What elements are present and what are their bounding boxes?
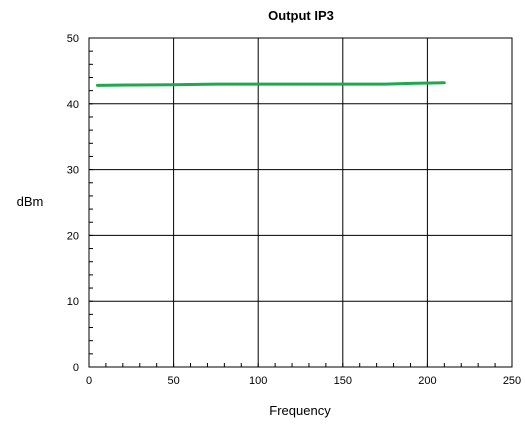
chart-title: Output IP3 [268,8,334,23]
x-tick-label: 250 [503,375,521,387]
plot-frame [88,37,513,368]
y-tick-label: 40 [67,99,79,111]
y-tick-label: 30 [67,165,79,177]
x-tick-label: 50 [167,375,179,387]
y-tick-label: 20 [67,230,79,242]
series-line-0 [96,81,446,87]
y-tick-label: 50 [67,33,79,45]
x-axis-label: Frequency [269,403,331,418]
x-tick-label: 100 [249,375,267,387]
minor-ticks [88,37,513,368]
x-tick-label: 150 [334,375,352,387]
y-tick-label: 0 [73,362,79,374]
x-tick-label: 0 [86,375,92,387]
tick-labels: 0 50 100 150 200 250 0 10 20 30 40 50 [67,33,521,387]
series-layer [96,81,446,87]
x-tick-label: 200 [418,375,436,387]
grid-layer [88,37,513,368]
y-tick-label: 10 [67,296,79,308]
y-axis-label: dBm [17,194,44,209]
